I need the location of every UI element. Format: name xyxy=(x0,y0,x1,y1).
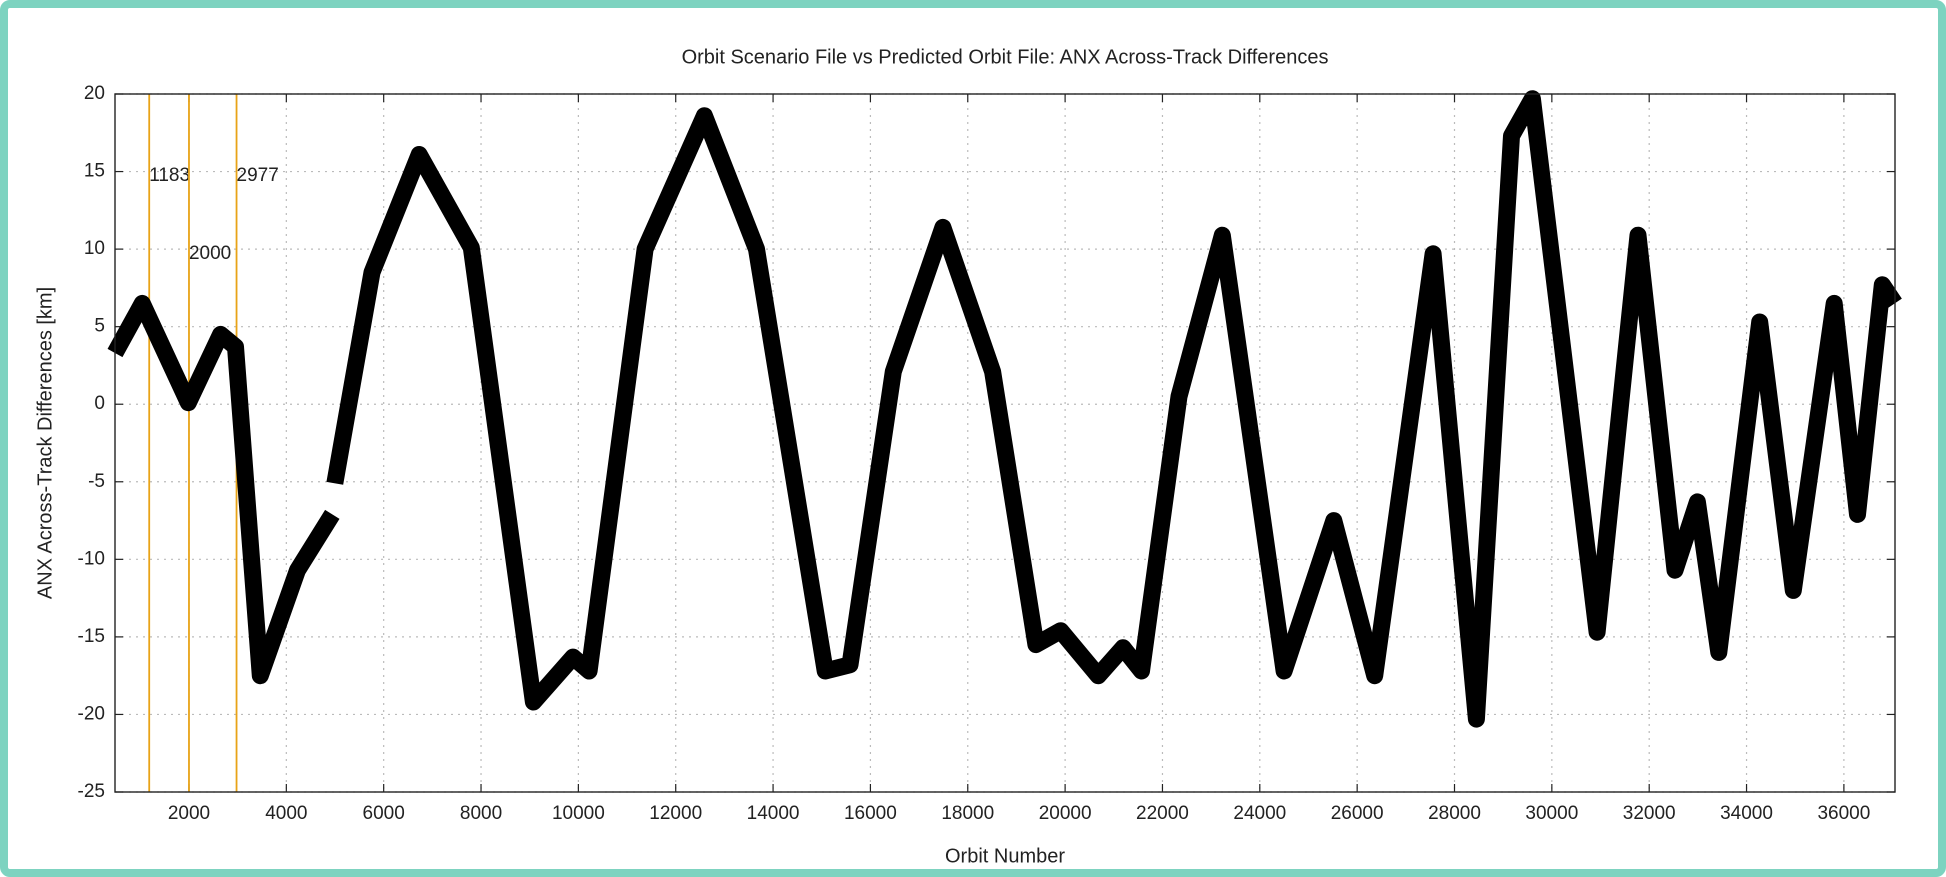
annotation-label: 2977 xyxy=(237,165,279,186)
x-tick-label: 28000 xyxy=(1428,803,1481,824)
y-tick-label: -10 xyxy=(78,548,105,569)
x-tick-label: 20000 xyxy=(1039,803,1092,824)
x-tick-label: 24000 xyxy=(1233,803,1286,824)
annotation-label: 1183 xyxy=(149,165,190,186)
annotation-label: 2000 xyxy=(189,243,231,264)
y-tick-label: 20 xyxy=(84,83,105,104)
y-tick-label: 5 xyxy=(94,316,105,337)
plot-border xyxy=(114,93,1896,793)
x-tick-label: 12000 xyxy=(649,803,702,824)
x-tick-label: 10000 xyxy=(552,803,605,824)
y-tick-label: 0 xyxy=(94,393,105,414)
y-tick-label: -15 xyxy=(78,626,105,647)
x-tick-label: 14000 xyxy=(747,803,800,824)
y-tick-label: -25 xyxy=(78,781,105,802)
y-axis-label: ANX Across-Track Differences [km] xyxy=(34,287,56,599)
data-line xyxy=(107,294,340,685)
x-tick-label: 30000 xyxy=(1525,803,1578,824)
y-tick-label: -5 xyxy=(88,471,105,492)
x-axis-label: Orbit Number xyxy=(945,845,1065,867)
x-tick-label: 4000 xyxy=(265,803,307,824)
y-tick-label: 15 xyxy=(84,161,105,182)
data-line xyxy=(326,90,1902,728)
chart-title: Orbit Scenario File vs Predicted Orbit F… xyxy=(682,46,1329,68)
x-tick-label: 36000 xyxy=(1817,803,1870,824)
y-tick-label: -20 xyxy=(78,703,105,724)
x-tick-label: 18000 xyxy=(941,803,994,824)
x-tick-label: 32000 xyxy=(1623,803,1676,824)
x-tick-label: 2000 xyxy=(168,803,210,824)
x-tick-label: 22000 xyxy=(1136,803,1189,824)
x-tick-label: 26000 xyxy=(1331,803,1384,824)
x-tick-label: 8000 xyxy=(460,803,502,824)
x-tick-label: 6000 xyxy=(363,803,405,824)
x-tick-label: 16000 xyxy=(844,803,897,824)
y-tick-label: 10 xyxy=(84,238,105,259)
x-tick-label: 34000 xyxy=(1720,803,1773,824)
